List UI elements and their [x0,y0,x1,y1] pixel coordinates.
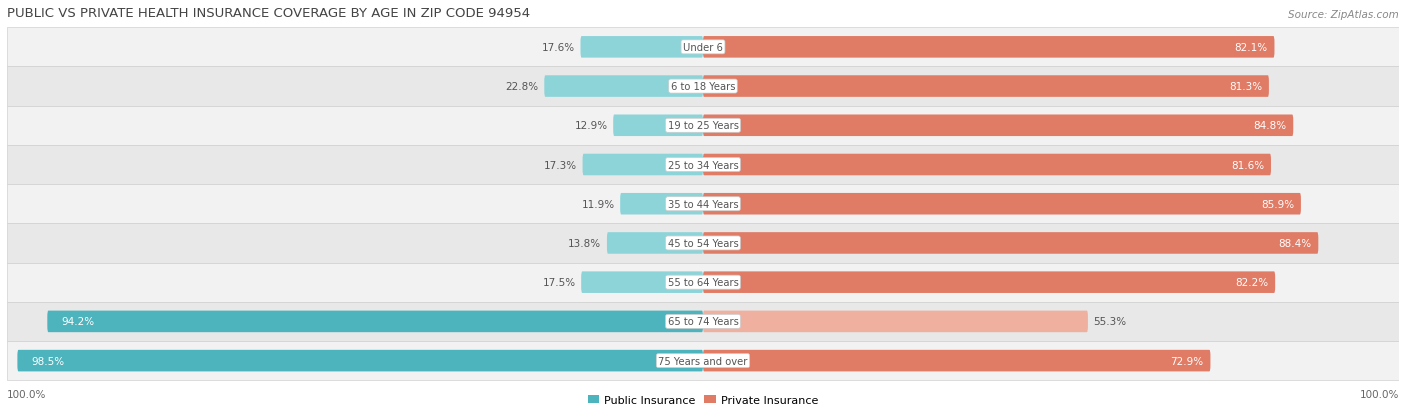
Text: 17.6%: 17.6% [541,43,575,53]
FancyBboxPatch shape [7,341,1399,380]
FancyBboxPatch shape [703,76,1268,97]
FancyBboxPatch shape [17,350,703,372]
Text: PUBLIC VS PRIVATE HEALTH INSURANCE COVERAGE BY AGE IN ZIP CODE 94954: PUBLIC VS PRIVATE HEALTH INSURANCE COVER… [7,7,530,19]
FancyBboxPatch shape [703,311,1088,332]
FancyBboxPatch shape [7,224,1399,263]
Text: 25 to 34 Years: 25 to 34 Years [668,160,738,170]
Text: 100.0%: 100.0% [1360,389,1399,399]
FancyBboxPatch shape [703,193,1301,215]
FancyBboxPatch shape [703,233,1319,254]
Text: 17.3%: 17.3% [544,160,576,170]
FancyBboxPatch shape [582,154,703,176]
FancyBboxPatch shape [581,37,703,59]
Text: 84.8%: 84.8% [1253,121,1286,131]
FancyBboxPatch shape [7,302,1399,341]
FancyBboxPatch shape [7,145,1399,185]
FancyBboxPatch shape [7,185,1399,224]
FancyBboxPatch shape [703,115,1294,137]
Text: 81.6%: 81.6% [1230,160,1264,170]
Text: 17.5%: 17.5% [543,278,575,287]
Text: 12.9%: 12.9% [575,121,607,131]
Text: 88.4%: 88.4% [1278,238,1312,248]
Text: 45 to 54 Years: 45 to 54 Years [668,238,738,248]
Legend: Public Insurance, Private Insurance: Public Insurance, Private Insurance [583,391,823,410]
FancyBboxPatch shape [7,263,1399,302]
FancyBboxPatch shape [620,193,703,215]
Text: 75 Years and over: 75 Years and over [658,356,748,366]
FancyBboxPatch shape [613,115,703,137]
FancyBboxPatch shape [7,67,1399,107]
Text: 82.1%: 82.1% [1234,43,1267,53]
FancyBboxPatch shape [607,233,703,254]
Text: 11.9%: 11.9% [582,199,614,209]
Text: 55.3%: 55.3% [1094,317,1126,327]
Text: 55 to 64 Years: 55 to 64 Years [668,278,738,287]
FancyBboxPatch shape [7,107,1399,145]
Text: 94.2%: 94.2% [62,317,94,327]
Text: 98.5%: 98.5% [31,356,65,366]
FancyBboxPatch shape [7,28,1399,67]
FancyBboxPatch shape [544,76,703,97]
FancyBboxPatch shape [581,272,703,293]
Text: 81.3%: 81.3% [1229,82,1263,92]
Text: 19 to 25 Years: 19 to 25 Years [668,121,738,131]
Text: 6 to 18 Years: 6 to 18 Years [671,82,735,92]
Text: 72.9%: 72.9% [1170,356,1204,366]
FancyBboxPatch shape [703,350,1211,372]
Text: 82.2%: 82.2% [1234,278,1268,287]
Text: 85.9%: 85.9% [1261,199,1294,209]
Text: 35 to 44 Years: 35 to 44 Years [668,199,738,209]
Text: 13.8%: 13.8% [568,238,602,248]
FancyBboxPatch shape [703,154,1271,176]
FancyBboxPatch shape [703,272,1275,293]
Text: Source: ZipAtlas.com: Source: ZipAtlas.com [1288,9,1399,19]
Text: 22.8%: 22.8% [506,82,538,92]
FancyBboxPatch shape [48,311,703,332]
FancyBboxPatch shape [703,37,1274,59]
Text: Under 6: Under 6 [683,43,723,53]
Text: 65 to 74 Years: 65 to 74 Years [668,317,738,327]
Text: 100.0%: 100.0% [7,389,46,399]
